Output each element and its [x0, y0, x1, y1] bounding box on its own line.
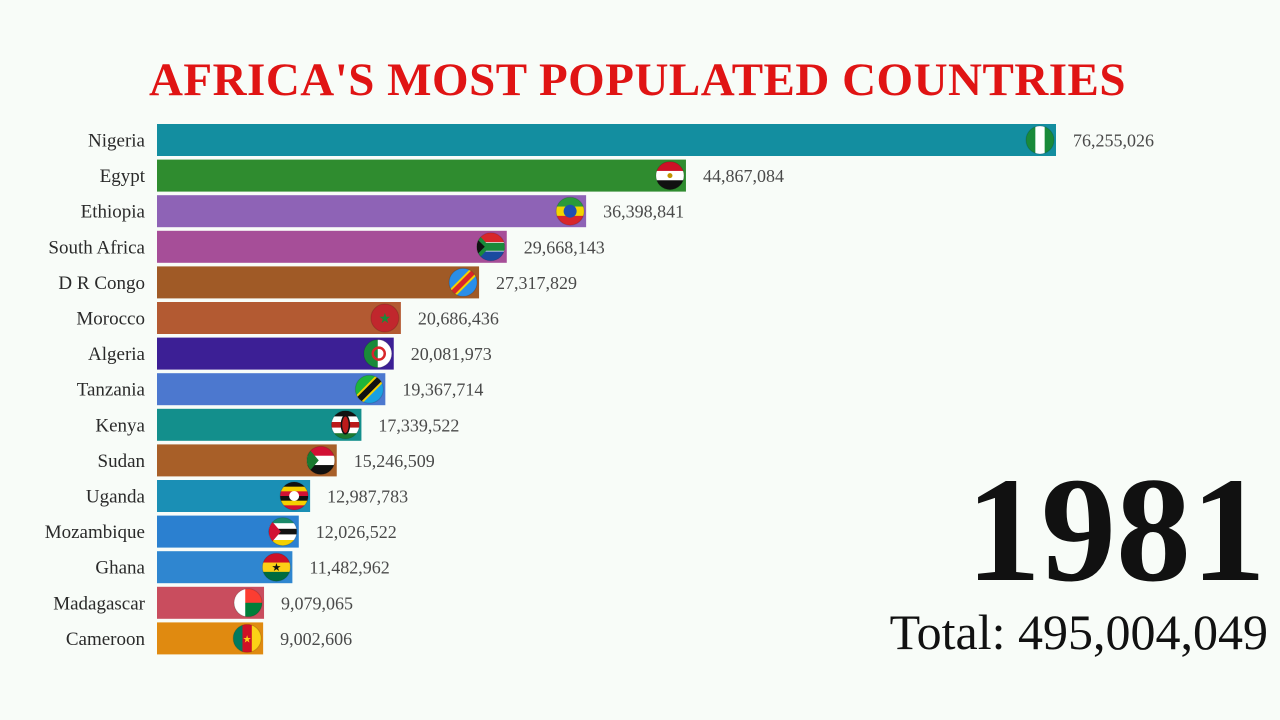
- ethiopia-flag-icon: [556, 197, 585, 226]
- value-label: 27,317,829: [496, 273, 577, 293]
- flag-outline: [354, 374, 384, 404]
- value-label: 20,686,436: [418, 309, 499, 329]
- category-label: Uganda: [86, 487, 146, 508]
- value-label: 44,867,084: [703, 166, 784, 186]
- bar-2: [157, 159, 686, 192]
- flag-outline: [330, 410, 360, 440]
- mozambique-flag-icon: [268, 517, 297, 546]
- flag-outline: [363, 339, 393, 369]
- value-label: 20,081,973: [411, 344, 492, 364]
- nigeria-flag-icon: [1026, 126, 1054, 154]
- category-label: Ethiopia: [81, 202, 146, 223]
- cameroon-flag-icon: ★: [233, 624, 262, 653]
- year-label: 1981: [966, 447, 1266, 613]
- kenya-flag-icon: [331, 410, 360, 439]
- flag-outline: [370, 303, 400, 333]
- category-label: Cameroon: [66, 629, 146, 650]
- value-label: 9,002,606: [280, 629, 352, 649]
- flag-outline: [476, 232, 506, 262]
- category-label: Nigeria: [88, 131, 146, 152]
- sudan-flag-icon: [306, 446, 335, 475]
- category-label: Tanzania: [77, 380, 146, 401]
- flag-outline: [261, 552, 291, 582]
- value-label: 15,246,509: [354, 451, 435, 471]
- flag-outline: [268, 517, 298, 547]
- algeria-flag-icon: [363, 339, 392, 368]
- south-africa-flag-icon: [476, 232, 505, 261]
- flag-outline: [233, 588, 263, 618]
- uganda-flag-icon: [280, 482, 309, 510]
- bar-7: [157, 337, 394, 370]
- svg-text:★: ★: [379, 312, 392, 327]
- value-label: 19,367,714: [402, 380, 483, 400]
- bar-8: [157, 373, 386, 406]
- category-label: Mozambique: [45, 522, 145, 543]
- svg-text:★: ★: [243, 634, 252, 645]
- morocco-flag-icon: ★: [370, 304, 399, 332]
- flag-outline: [279, 481, 309, 511]
- madagascar-flag-icon: [234, 588, 263, 617]
- value-label: 36,398,841: [603, 202, 684, 222]
- flag-outline: [655, 161, 685, 191]
- bar-4: [157, 230, 507, 263]
- value-label: 29,668,143: [524, 237, 605, 257]
- category-label: Morocco: [76, 309, 145, 330]
- flag-outline: [1025, 125, 1055, 155]
- svg-text:★: ★: [271, 562, 281, 574]
- value-label: 11,482,962: [309, 558, 389, 578]
- bar-9: [157, 408, 362, 441]
- total-population-label: Total: 495,004,049: [889, 604, 1268, 660]
- category-label: Madagascar: [53, 593, 145, 614]
- dr-congo-flag-icon: [449, 268, 478, 297]
- flag-outline: [448, 267, 478, 297]
- value-label: 12,987,783: [327, 487, 408, 507]
- ghana-flag-icon: ★: [262, 553, 291, 582]
- flag-outline: [306, 445, 336, 475]
- bar-1: [157, 124, 1056, 156]
- category-label: Ghana: [95, 558, 145, 579]
- bar-6: [157, 302, 401, 334]
- bar-3: [157, 195, 587, 228]
- category-label: South Africa: [48, 237, 145, 258]
- value-label: 12,026,522: [316, 522, 397, 542]
- category-label: Algeria: [88, 344, 146, 365]
- category-label: D R Congo: [58, 273, 145, 294]
- category-label: Kenya: [95, 415, 145, 436]
- egypt-flag-icon: [655, 161, 684, 190]
- value-label: 9,079,065: [281, 593, 353, 613]
- category-label: Egypt: [100, 166, 146, 187]
- flag-outline: [555, 196, 585, 226]
- value-label: 17,339,522: [378, 415, 459, 435]
- flag-outline: [232, 623, 262, 653]
- chart-title: AFRICA'S MOST POPULATED COUNTRIES: [148, 54, 1127, 106]
- bar-5: [157, 266, 480, 299]
- tanzania-flag-icon: [355, 375, 384, 404]
- value-label: 76,255,026: [1073, 131, 1154, 151]
- category-label: Sudan: [98, 451, 146, 472]
